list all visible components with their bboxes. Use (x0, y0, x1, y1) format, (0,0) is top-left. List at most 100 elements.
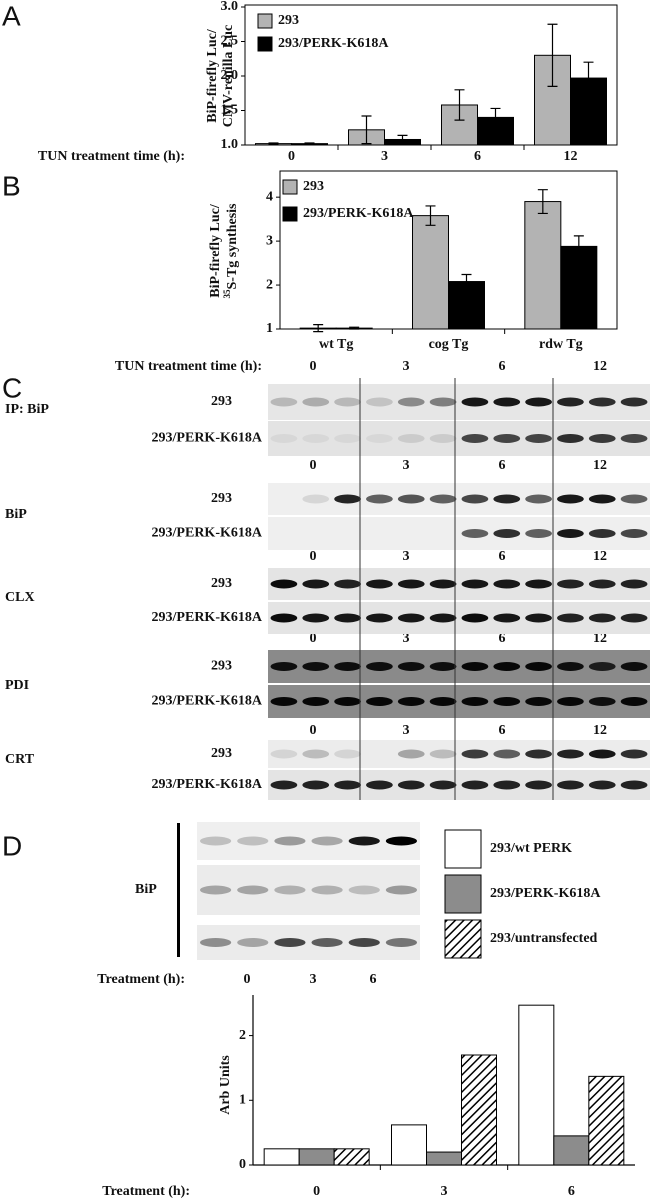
blot-band (493, 749, 521, 759)
blot-band (620, 494, 648, 504)
blot-band (270, 579, 298, 589)
blot-band (270, 434, 298, 443)
blot-time: 3 (403, 549, 410, 564)
blot-band (461, 749, 489, 759)
panel-label: A (2, 0, 21, 31)
blot-band (461, 662, 489, 671)
legend-swatch (444, 919, 482, 959)
blot-band (429, 780, 457, 790)
x-tick-label: wt Tg (319, 337, 353, 352)
blot-band (348, 885, 380, 895)
legend-swatch (444, 874, 482, 914)
blot-bracket (177, 823, 180, 957)
x-axis-label: TUN treatment time (h): (38, 149, 185, 164)
legend-swatch (444, 829, 482, 869)
blot-group-label: CLX (5, 590, 35, 605)
blot-band (525, 397, 552, 407)
blot-time: 12 (593, 631, 607, 646)
y-axis-label: CMV-renilla Luc (221, 25, 236, 128)
blot-band (493, 529, 521, 538)
blot-strip (268, 421, 650, 456)
blot-band (311, 938, 343, 947)
blot-band (302, 579, 330, 589)
blot-row-label: 293 (211, 491, 232, 506)
blot-band (302, 613, 330, 623)
blot-group-label: BiP (5, 507, 27, 522)
blot-time: 0 (310, 458, 317, 473)
blot-band (302, 749, 330, 759)
blot-band (385, 885, 418, 895)
blot-band (493, 780, 521, 790)
blot-band (557, 697, 584, 706)
blot-band (620, 613, 648, 623)
error-bar (268, 142, 279, 145)
blot-band (397, 613, 425, 623)
blot-band (270, 780, 298, 790)
blot-band (311, 836, 343, 846)
blot-band (302, 662, 330, 671)
blot-group-label: CRT (5, 752, 35, 767)
y-tick-label: 3 (266, 233, 273, 248)
blot-strip (197, 865, 420, 915)
blot-band (366, 697, 393, 706)
blot-band (461, 697, 489, 706)
blot-band (334, 697, 361, 706)
blot-band (237, 836, 269, 846)
blot-band (588, 613, 616, 623)
blot-band (620, 662, 648, 671)
blot-band (237, 885, 269, 895)
blot-band (620, 579, 648, 589)
blot-row-label: 293/PERK-K618A (152, 777, 263, 792)
blot-band (588, 579, 616, 589)
panel-label: D (2, 830, 22, 861)
blot-band (525, 697, 552, 706)
blot-band (493, 579, 521, 589)
blot-band (302, 697, 330, 706)
blot-band (397, 662, 425, 671)
blot-time: 3 (403, 723, 410, 738)
blot-band (461, 397, 489, 407)
legend-label: 293/PERK-K618A (278, 36, 389, 51)
blot-row-label: 293 (211, 659, 232, 674)
y-axis-label-superscript: 35 (222, 289, 232, 299)
blot-time: 0 (310, 723, 317, 738)
bar (391, 1124, 427, 1166)
blot-time: 12 (593, 723, 607, 738)
blot-band (366, 613, 393, 623)
blot-band (525, 494, 552, 504)
blot-band (334, 780, 361, 790)
error-bar (454, 89, 465, 121)
blot-band (366, 579, 393, 589)
y-axis-label: BiP-firefly Luc/ (208, 203, 223, 298)
blot-band (557, 494, 584, 504)
blot-band (334, 749, 361, 759)
legend-label: 293/untransfected (490, 931, 598, 946)
x-axis-label: Treatment (h): (97, 972, 185, 987)
y-tick-label: 2 (266, 277, 273, 292)
blot-band (557, 662, 584, 671)
legend-swatch (282, 179, 298, 195)
blot-band (461, 494, 489, 504)
blot-strip (197, 822, 420, 860)
x-tick-label: 0 (288, 149, 295, 164)
error-bar (537, 189, 548, 215)
error-bar (547, 23, 558, 87)
blot-band (493, 613, 521, 623)
blot-band (237, 938, 269, 947)
blot-band (334, 434, 361, 443)
blot-band (620, 697, 648, 706)
y-tick-label: 2.5 (221, 34, 239, 49)
x-tick-label: rdw Tg (539, 337, 583, 352)
blot-band (493, 434, 521, 443)
y-tick-label: 4 (266, 189, 273, 204)
blot-band (397, 749, 425, 759)
blot-row-label: 293 (211, 746, 232, 761)
y-tick-label: 1 (266, 321, 273, 336)
error-bar (313, 324, 324, 333)
x-tick-label: 0 (244, 972, 251, 987)
legend-label: 293/PERK-K618A (303, 206, 414, 221)
blot-band (397, 494, 425, 504)
blot-band (334, 494, 361, 504)
blot-row-label: 293/PERK-K618A (152, 526, 263, 541)
blot-band (334, 579, 361, 589)
